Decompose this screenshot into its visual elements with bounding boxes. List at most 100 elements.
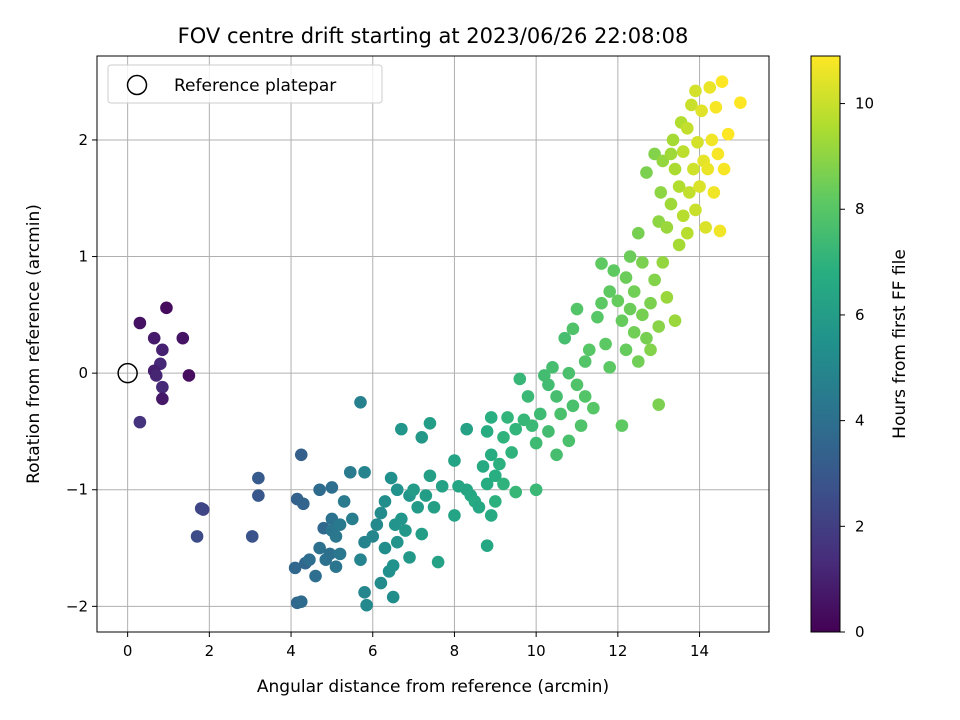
data-point xyxy=(245,530,259,543)
x-tick-label: 4 xyxy=(286,642,296,660)
data-point xyxy=(664,197,678,211)
data-point xyxy=(578,355,592,368)
data-point xyxy=(476,460,490,473)
y-tick-label: 2 xyxy=(78,131,88,149)
x-axis-ticks: 0 2 4 6 8 10 12 14 xyxy=(123,632,709,660)
data-point xyxy=(533,407,547,421)
data-point xyxy=(431,555,445,569)
data-point xyxy=(546,361,559,374)
data-point xyxy=(525,419,539,432)
data-point xyxy=(654,186,668,199)
data-point xyxy=(497,477,510,491)
colorbar-frame xyxy=(810,55,841,633)
data-point xyxy=(636,256,649,269)
colorbar-tick-label: 4 xyxy=(855,412,865,430)
data-point xyxy=(699,221,712,234)
data-point xyxy=(399,524,412,537)
data-point xyxy=(386,559,400,572)
data-point xyxy=(693,180,706,193)
x-tick-label: 10 xyxy=(527,642,546,660)
data-point xyxy=(288,561,302,575)
data-point xyxy=(160,301,173,315)
x-tick-label: 6 xyxy=(368,642,378,660)
data-point xyxy=(484,411,498,424)
colorbar-tick-label: 10 xyxy=(855,95,874,113)
x-tick-label: 12 xyxy=(608,642,627,660)
y-tick-label: −2 xyxy=(66,597,88,615)
data-point xyxy=(497,430,510,444)
data-point xyxy=(343,465,357,479)
data-point xyxy=(323,547,337,561)
data-point xyxy=(419,489,433,502)
data-point xyxy=(386,590,400,604)
data-point xyxy=(676,209,690,223)
data-point xyxy=(685,98,698,112)
data-point xyxy=(660,221,674,234)
data-point xyxy=(480,425,494,438)
data-point xyxy=(378,541,392,555)
data-point xyxy=(480,539,494,553)
data-point xyxy=(570,378,584,392)
data-point xyxy=(595,257,608,270)
data-point xyxy=(713,224,727,238)
data-point xyxy=(550,448,563,462)
data-point xyxy=(529,436,543,450)
data-point xyxy=(668,314,682,327)
data-point xyxy=(587,401,600,415)
data-point xyxy=(423,416,437,430)
data-point xyxy=(703,81,717,94)
data-point xyxy=(660,291,674,304)
data-point xyxy=(370,518,384,532)
data-point xyxy=(190,530,204,543)
data-point xyxy=(147,331,161,345)
data-point xyxy=(574,419,588,432)
data-point xyxy=(603,285,616,298)
data-point xyxy=(734,96,747,109)
data-point xyxy=(329,560,343,574)
x-axis-label: Angular distance from reference (arcmin) xyxy=(257,677,609,697)
data-point xyxy=(529,483,543,497)
data-point xyxy=(252,471,265,485)
y-axis-label: Rotation from reference (arcmin) xyxy=(24,204,44,484)
data-point xyxy=(615,419,629,432)
data-point xyxy=(668,162,682,176)
data-point xyxy=(133,316,147,330)
reference-platepar-marker xyxy=(117,362,138,384)
colorbar: 0 2 4 6 8 10 Hours from first FF file xyxy=(810,55,910,641)
data-point xyxy=(133,415,147,429)
data-point xyxy=(672,180,686,193)
data-point xyxy=(488,469,502,483)
colorbar-tick-label: 0 xyxy=(855,623,865,641)
data-point xyxy=(395,422,408,436)
data-point xyxy=(309,569,322,583)
data-point xyxy=(656,256,670,269)
data-point xyxy=(176,331,190,345)
data-point xyxy=(493,457,506,471)
colorbar-tick-label: 6 xyxy=(855,306,865,324)
data-point xyxy=(695,104,708,118)
data-point xyxy=(509,485,523,499)
y-tick-label: 0 xyxy=(78,364,88,382)
data-point xyxy=(721,127,735,141)
data-point xyxy=(149,369,163,382)
data-point xyxy=(484,509,498,522)
chart-title: FOV centre drift starting at 2023/06/26 … xyxy=(178,24,689,48)
data-point xyxy=(619,271,633,284)
data-point xyxy=(607,264,621,277)
data-point xyxy=(701,162,715,176)
data-point xyxy=(619,343,633,357)
data-point xyxy=(395,512,408,526)
data-point xyxy=(480,477,494,491)
data-point xyxy=(652,398,666,411)
data-point xyxy=(415,430,429,444)
data-point xyxy=(354,395,367,409)
data-point xyxy=(366,530,380,543)
data-point xyxy=(337,495,351,508)
data-point xyxy=(656,154,670,168)
data-point xyxy=(505,446,518,459)
data-point xyxy=(415,527,429,541)
data-point xyxy=(636,308,649,322)
data-point xyxy=(640,331,653,345)
reference-marker-layer xyxy=(117,362,138,384)
data-point xyxy=(603,361,616,374)
